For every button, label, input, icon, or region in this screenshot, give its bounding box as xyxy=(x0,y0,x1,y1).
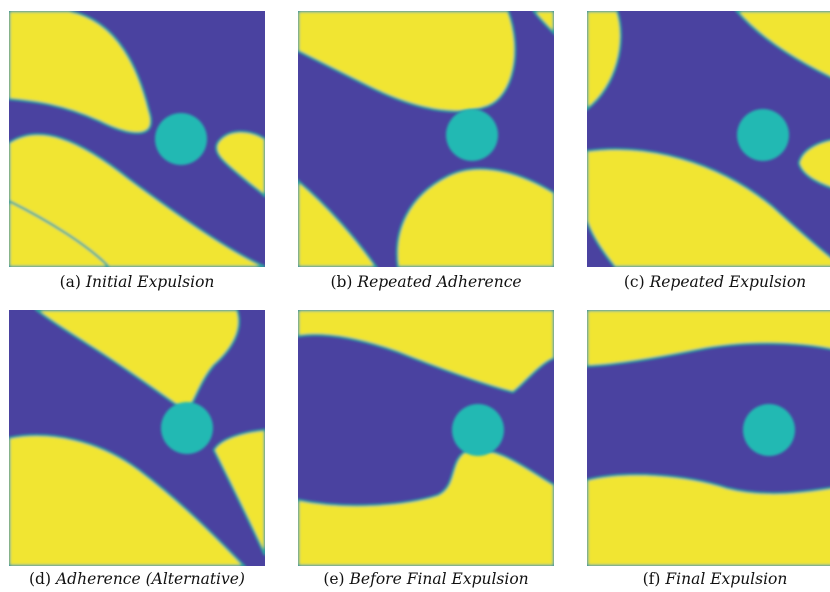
droplet-phase-top-right xyxy=(735,11,830,79)
particle xyxy=(155,113,207,165)
caption-c: (c) Repeated Expulsion xyxy=(565,273,830,291)
droplet-phase-top xyxy=(298,11,517,113)
caption-e-label: (e) xyxy=(323,570,345,588)
panel-d-image xyxy=(9,310,265,566)
droplet-phase-bottom xyxy=(587,473,830,566)
droplet-phase-right xyxy=(212,428,265,556)
caption-b-text: Repeated Adherence xyxy=(357,273,522,291)
caption-d-label: (d) xyxy=(29,570,52,588)
droplet-phase-top-left xyxy=(587,11,622,111)
particle xyxy=(161,402,213,454)
panel-c-image xyxy=(587,11,830,267)
panel-f-image xyxy=(587,310,830,566)
droplet-phase-right xyxy=(215,130,265,198)
caption-c-text: Repeated Expulsion xyxy=(649,273,807,291)
particle xyxy=(737,109,789,161)
particle xyxy=(446,109,498,161)
droplet-phase-top-right xyxy=(532,11,554,35)
particle xyxy=(743,404,795,456)
droplet-phase-bottom-left xyxy=(298,179,378,267)
caption-e: (e) Before Final Expulsion xyxy=(276,570,576,588)
panel-e xyxy=(298,310,554,566)
droplet-phase-bottom xyxy=(9,133,265,267)
panel-c xyxy=(587,11,830,267)
droplet-phase-top xyxy=(9,11,153,135)
droplet-phase-top xyxy=(587,310,830,368)
caption-d: (d) Adherence (Alternative) xyxy=(0,570,287,588)
caption-f-text: Final Expulsion xyxy=(665,570,788,588)
droplet-phase-bottom-left xyxy=(9,199,111,267)
caption-b: (b) Repeated Adherence xyxy=(276,273,576,291)
droplet-phase-right xyxy=(797,139,830,189)
droplet-phase-top xyxy=(298,310,554,394)
panel-d xyxy=(9,310,265,566)
panel-a xyxy=(9,11,265,267)
droplet-phase-bottom xyxy=(298,448,554,566)
droplet-phase-bottom xyxy=(9,434,246,566)
particle xyxy=(452,404,504,456)
caption-a-text: Initial Expulsion xyxy=(85,273,215,291)
panel-b xyxy=(298,11,554,267)
panel-e-image xyxy=(298,310,554,566)
panel-f xyxy=(587,310,830,566)
panel-b-image xyxy=(298,11,554,267)
droplet-phase-bottom-right xyxy=(395,167,554,267)
caption-b-label: (b) xyxy=(330,273,353,291)
panel-a-image xyxy=(9,11,265,267)
droplet-phase-bottom xyxy=(587,147,830,267)
caption-a-label: (a) xyxy=(59,273,81,291)
caption-a: (a) Initial Expulsion xyxy=(0,273,287,291)
caption-e-text: Before Final Expulsion xyxy=(349,570,529,588)
caption-f: (f) Final Expulsion xyxy=(565,570,830,588)
caption-f-label: (f) xyxy=(642,570,661,588)
caption-c-label: (c) xyxy=(623,273,645,291)
caption-d-text: Adherence (Alternative) xyxy=(55,570,245,588)
